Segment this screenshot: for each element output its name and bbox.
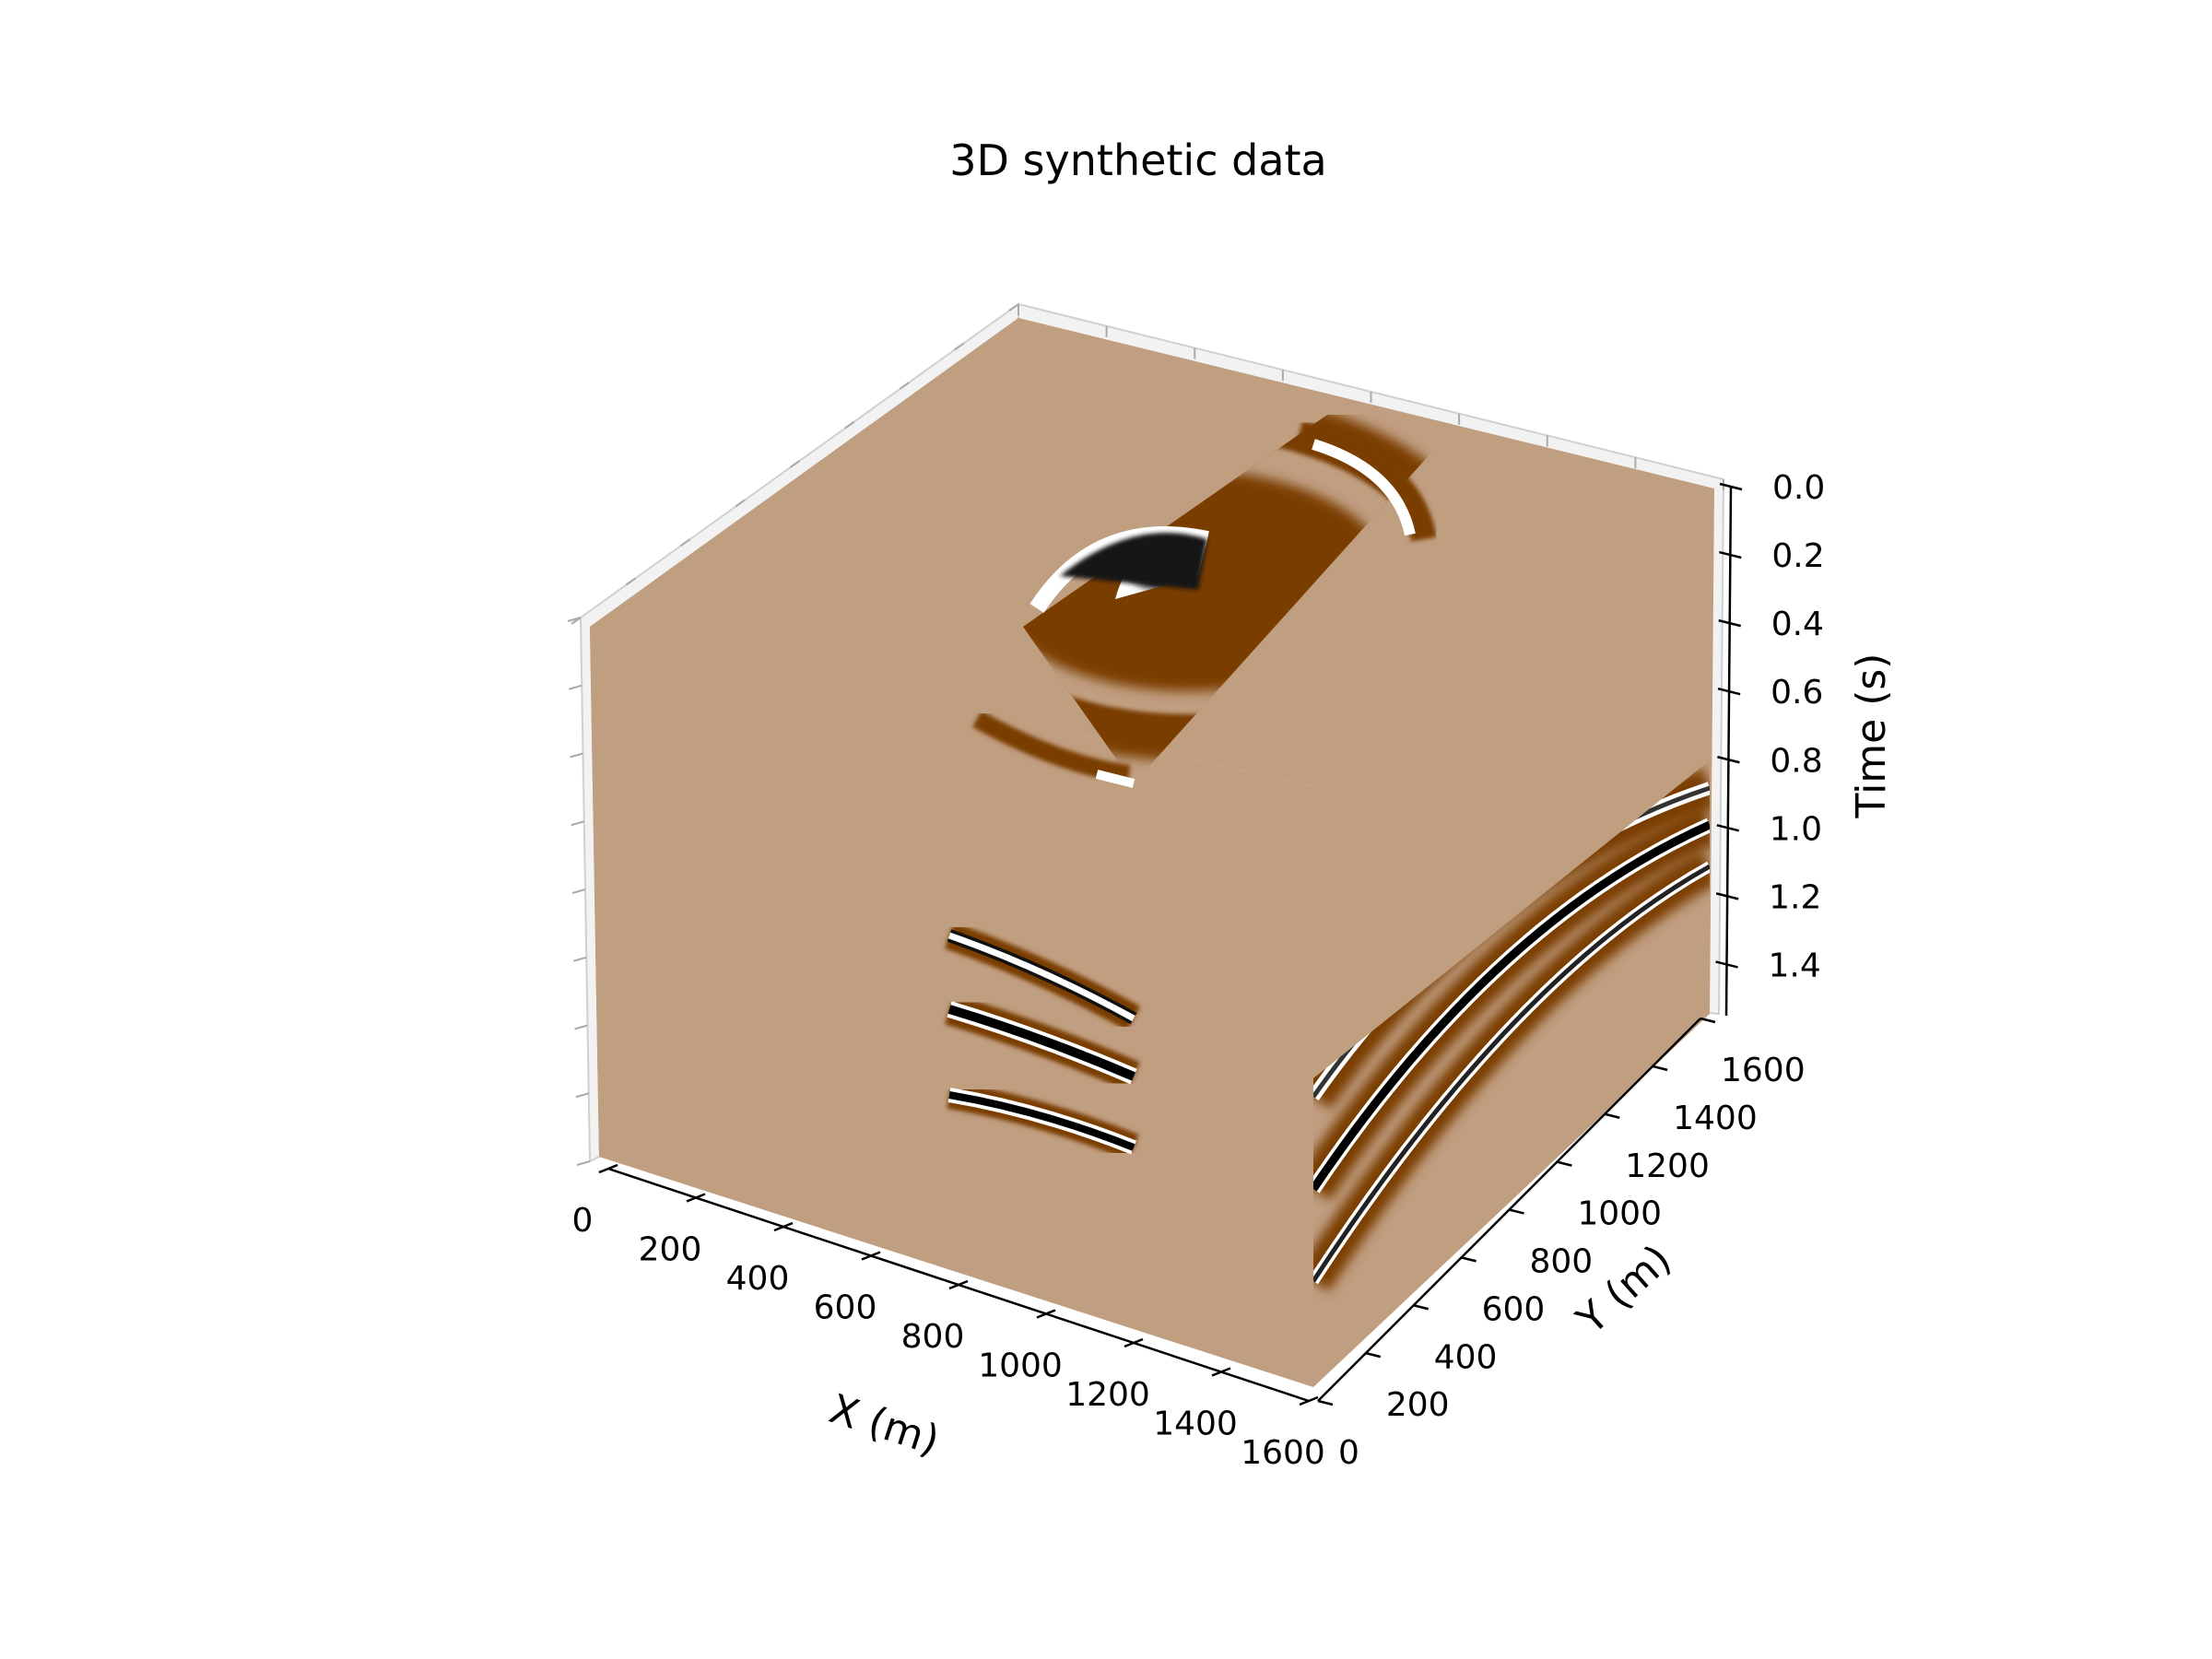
y-axis: 0 200 400 600 800 1000 1200 1400 1600 xyxy=(1317,1017,1806,1472)
x-tick xyxy=(1124,1337,1144,1348)
grid-tick xyxy=(899,382,910,390)
grid-tick xyxy=(735,499,746,508)
x-tick xyxy=(773,1221,794,1232)
z-tick xyxy=(1719,550,1742,559)
z-tick xyxy=(1717,756,1740,764)
z-tick xyxy=(1719,482,1743,491)
y-tick xyxy=(1604,1112,1620,1119)
y-tick-label: 1400 xyxy=(1673,1100,1758,1137)
x-tick-label: 1400 xyxy=(1153,1406,1238,1443)
grid-tick xyxy=(567,617,582,622)
x-tick-label: 1200 xyxy=(1065,1376,1150,1414)
z-tick-label: 1.0 xyxy=(1770,810,1822,848)
grid-tick xyxy=(844,420,855,429)
grid-tick xyxy=(1008,303,1019,312)
z-tick-label: 0.4 xyxy=(1771,606,1824,643)
grid-tick xyxy=(571,820,585,827)
z-tick xyxy=(1715,960,1738,969)
x-tick xyxy=(861,1251,881,1261)
x-tick-label: 600 xyxy=(814,1289,877,1327)
x-tick-label: 1600 xyxy=(1241,1434,1325,1472)
y-tick xyxy=(1365,1351,1382,1359)
y-tick-label: 400 xyxy=(1434,1338,1498,1376)
x-tick xyxy=(598,1163,618,1174)
z-tick-label: 1.2 xyxy=(1769,878,1821,916)
y-tick-label: 800 xyxy=(1530,1243,1594,1281)
grid-tick xyxy=(576,1160,591,1166)
z-tick-label: 0.0 xyxy=(1772,469,1825,507)
z-tick xyxy=(1715,892,1739,900)
z-tick-label: 0.6 xyxy=(1771,674,1823,712)
y-tick xyxy=(1413,1304,1430,1311)
x-tick-label: 1000 xyxy=(978,1347,1063,1385)
x-tick-label: 0 xyxy=(572,1202,594,1240)
x-tick xyxy=(686,1193,706,1203)
grid-tick xyxy=(568,684,582,690)
x-tick xyxy=(1299,1395,1319,1406)
z-axis: 0.0 0.2 0.4 0.6 0.8 1.0 1.2 1.4 xyxy=(1715,469,1825,1017)
z-tick xyxy=(1716,824,1740,832)
z-tick xyxy=(1717,687,1741,696)
x-axis-label: X (m) xyxy=(824,1385,945,1465)
z-tick-label: 0.2 xyxy=(1771,537,1824,575)
z-axis-label: Time (s) xyxy=(1848,653,1895,819)
y-tick-label: 0 xyxy=(1338,1434,1359,1472)
chart-title: 3D synthetic data xyxy=(949,135,1327,185)
x-tick-label: 800 xyxy=(901,1318,965,1356)
volume-faces xyxy=(590,318,1714,1387)
y-tick xyxy=(1509,1208,1524,1215)
y-tick xyxy=(1700,1017,1716,1024)
y-tick xyxy=(1317,1399,1334,1406)
z-tick-label: 0.8 xyxy=(1770,742,1822,780)
grid-tick xyxy=(570,752,583,759)
x-tick xyxy=(948,1279,969,1290)
grid-tick xyxy=(572,956,587,962)
inline-slice xyxy=(945,922,1141,1160)
grid-tick xyxy=(574,1024,588,1030)
x-tick xyxy=(1211,1367,1231,1377)
z-tick xyxy=(1718,618,1742,628)
z-axis-line xyxy=(1724,486,1733,1017)
y-tick xyxy=(1461,1256,1477,1263)
x-tick-label: 400 xyxy=(726,1260,790,1298)
y-tick xyxy=(1652,1065,1668,1072)
y-tick-label: 1000 xyxy=(1577,1195,1662,1233)
y-tick xyxy=(1557,1160,1572,1167)
z-tick-label: 1.4 xyxy=(1768,947,1820,984)
grid-tick xyxy=(575,1092,590,1099)
x-tick xyxy=(1036,1309,1056,1319)
grid-tick xyxy=(625,577,636,586)
y-tick-label: 1600 xyxy=(1721,1052,1806,1089)
grid-tick xyxy=(954,342,965,351)
grid-tick xyxy=(789,460,801,468)
y-tick-label: 600 xyxy=(1482,1290,1546,1328)
x-tick-label: 200 xyxy=(639,1231,702,1269)
grid-tick xyxy=(571,888,586,894)
y-tick-label: 1200 xyxy=(1625,1147,1710,1185)
grid-tick xyxy=(680,538,691,547)
y-tick-label: 200 xyxy=(1386,1386,1450,1424)
